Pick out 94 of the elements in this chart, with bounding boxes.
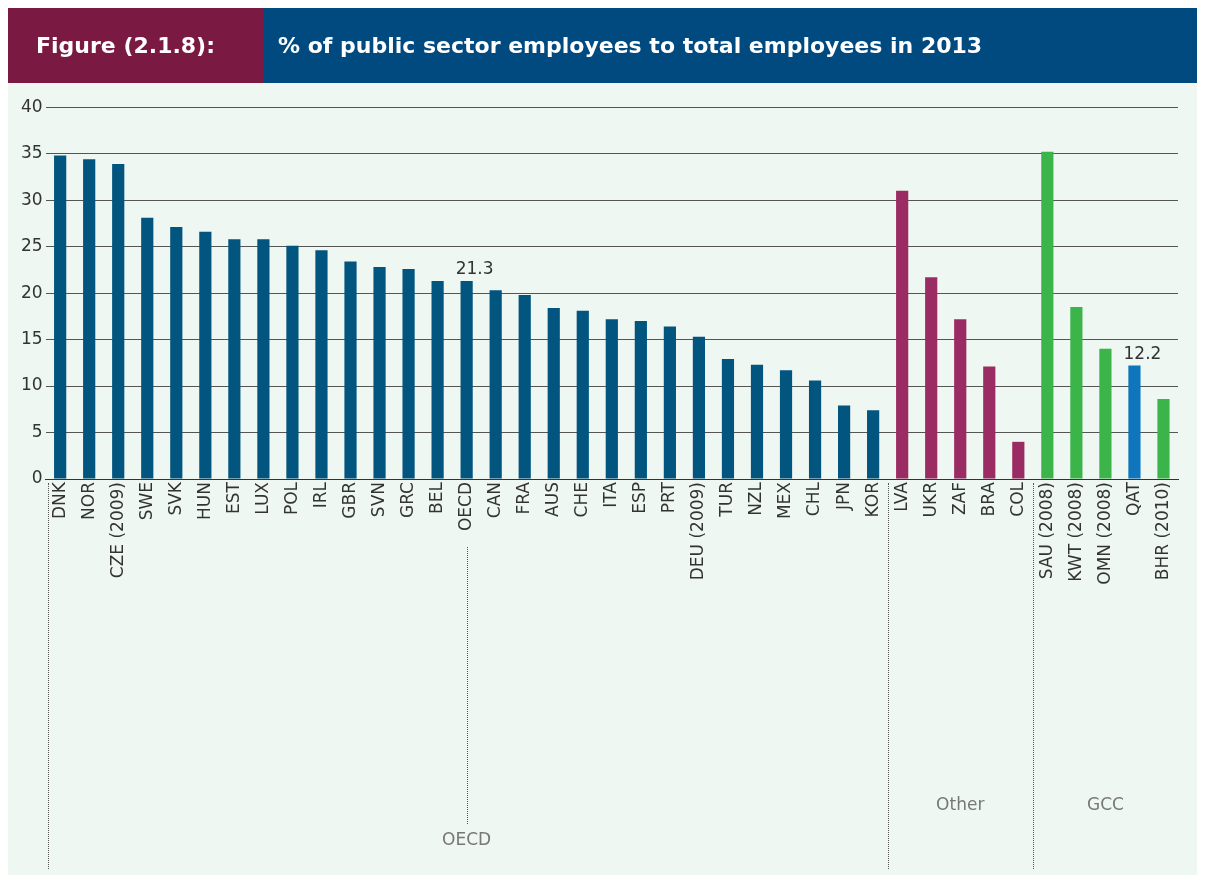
x-tick-label: OMN (2008) [1093, 482, 1114, 585]
x-tick-label: BEL [426, 481, 447, 514]
x-tick-label: JPN [832, 482, 853, 511]
y-tick-label: 0 [31, 467, 43, 488]
x-tick-label: GRC [396, 482, 417, 519]
bar [692, 336, 706, 479]
x-tick-label: OECD [455, 482, 476, 532]
x-tick-label: SWE [135, 482, 156, 521]
bar [141, 217, 154, 479]
bar [54, 155, 67, 479]
x-tick-label: BHR (2010) [1151, 482, 1172, 581]
x-tick-label: DEU (2009) [687, 482, 708, 581]
bar [228, 239, 241, 479]
bar [1012, 441, 1025, 479]
bar [605, 319, 618, 479]
x-tick-label: POL [280, 481, 301, 516]
bar [634, 320, 647, 479]
y-tick-label: 30 [20, 188, 43, 209]
bar [199, 231, 212, 479]
x-tick-label: FRA [513, 481, 534, 515]
bar [838, 405, 851, 479]
bar [925, 277, 938, 479]
bar [344, 261, 357, 479]
bar [402, 268, 415, 479]
x-tick-label: NZL [745, 481, 766, 516]
x-tick-label: SVN [367, 482, 388, 518]
x-tick-label: ITA [600, 481, 621, 508]
x-tick-label: PRT [658, 481, 679, 514]
bar [1099, 348, 1112, 479]
bar [1157, 399, 1170, 479]
bar [808, 380, 822, 479]
y-tick-label: 25 [20, 235, 43, 256]
y-tick-label: 20 [20, 281, 43, 302]
text: Other [936, 793, 985, 814]
chart-title: % of public sector employees to total employees in 2013 [278, 32, 983, 60]
bar [576, 310, 589, 479]
bar [983, 366, 996, 479]
data-label: 21.3 [455, 257, 494, 278]
bar [896, 190, 909, 479]
x-tick-label: BRA [977, 481, 998, 517]
bar [954, 319, 967, 479]
y-tick-label: 15 [20, 328, 43, 348]
y-tick-label: 40 [20, 95, 43, 116]
x-tick-label: AUS [542, 482, 563, 517]
text: OECD [442, 828, 492, 849]
x-tick-label: ESP [629, 482, 650, 514]
bar [1128, 365, 1141, 479]
bar [431, 281, 444, 479]
x-tick-label: UKR [919, 481, 940, 518]
x-tick-label: ZAF [948, 482, 969, 516]
bar [547, 307, 560, 479]
bar [750, 364, 764, 479]
x-tick-label: LVA [890, 481, 911, 512]
x-tick-label: MEX [774, 481, 795, 520]
bar [663, 326, 676, 479]
x-tick-label: CHE [571, 482, 592, 518]
data-label: 12.2 [1123, 342, 1162, 363]
bar [257, 239, 270, 479]
x-tick-label: GBR [338, 481, 359, 519]
bar [1041, 151, 1054, 479]
x-tick-label: KWT (2008) [1064, 482, 1085, 582]
x-tick-label: CHL [803, 481, 824, 517]
bar [170, 227, 183, 479]
bar [1070, 307, 1083, 479]
bar [779, 370, 793, 479]
x-tick-label: IRL [309, 481, 330, 509]
y-tick-label: 35 [20, 142, 43, 163]
x-tick-label: SAU (2008) [1035, 482, 1056, 580]
x-tick-label: COL [1006, 481, 1027, 517]
x-tick-label: KOR [861, 481, 882, 518]
y-tick-label: 10 [20, 374, 43, 395]
bar [460, 281, 473, 479]
bar [286, 245, 299, 479]
text: GCC [1086, 793, 1124, 814]
bar [721, 359, 735, 479]
x-tick-label: LUX [251, 481, 272, 515]
bar [315, 250, 328, 479]
x-tick-label: CZE (2009) [106, 482, 127, 579]
x-tick-label: QAT [1122, 481, 1143, 517]
x-tick-label: TUR [716, 481, 737, 518]
x-tick-label: HUN [193, 482, 214, 520]
x-tick-label: CAN [484, 482, 505, 519]
bar [373, 267, 386, 479]
x-tick-label: NOR [77, 481, 98, 520]
x-tick-label: DNK [48, 481, 69, 519]
x-tick-label: EST [222, 481, 243, 514]
bar [518, 294, 531, 479]
bar [112, 163, 125, 479]
bar [867, 410, 880, 479]
y-tick-label: 5 [31, 420, 43, 441]
bar [489, 290, 502, 479]
bar [83, 159, 96, 479]
chart-subtitle: Figure (2.1.8): [8, 8, 263, 83]
x-tick-label: SVK [164, 481, 185, 516]
